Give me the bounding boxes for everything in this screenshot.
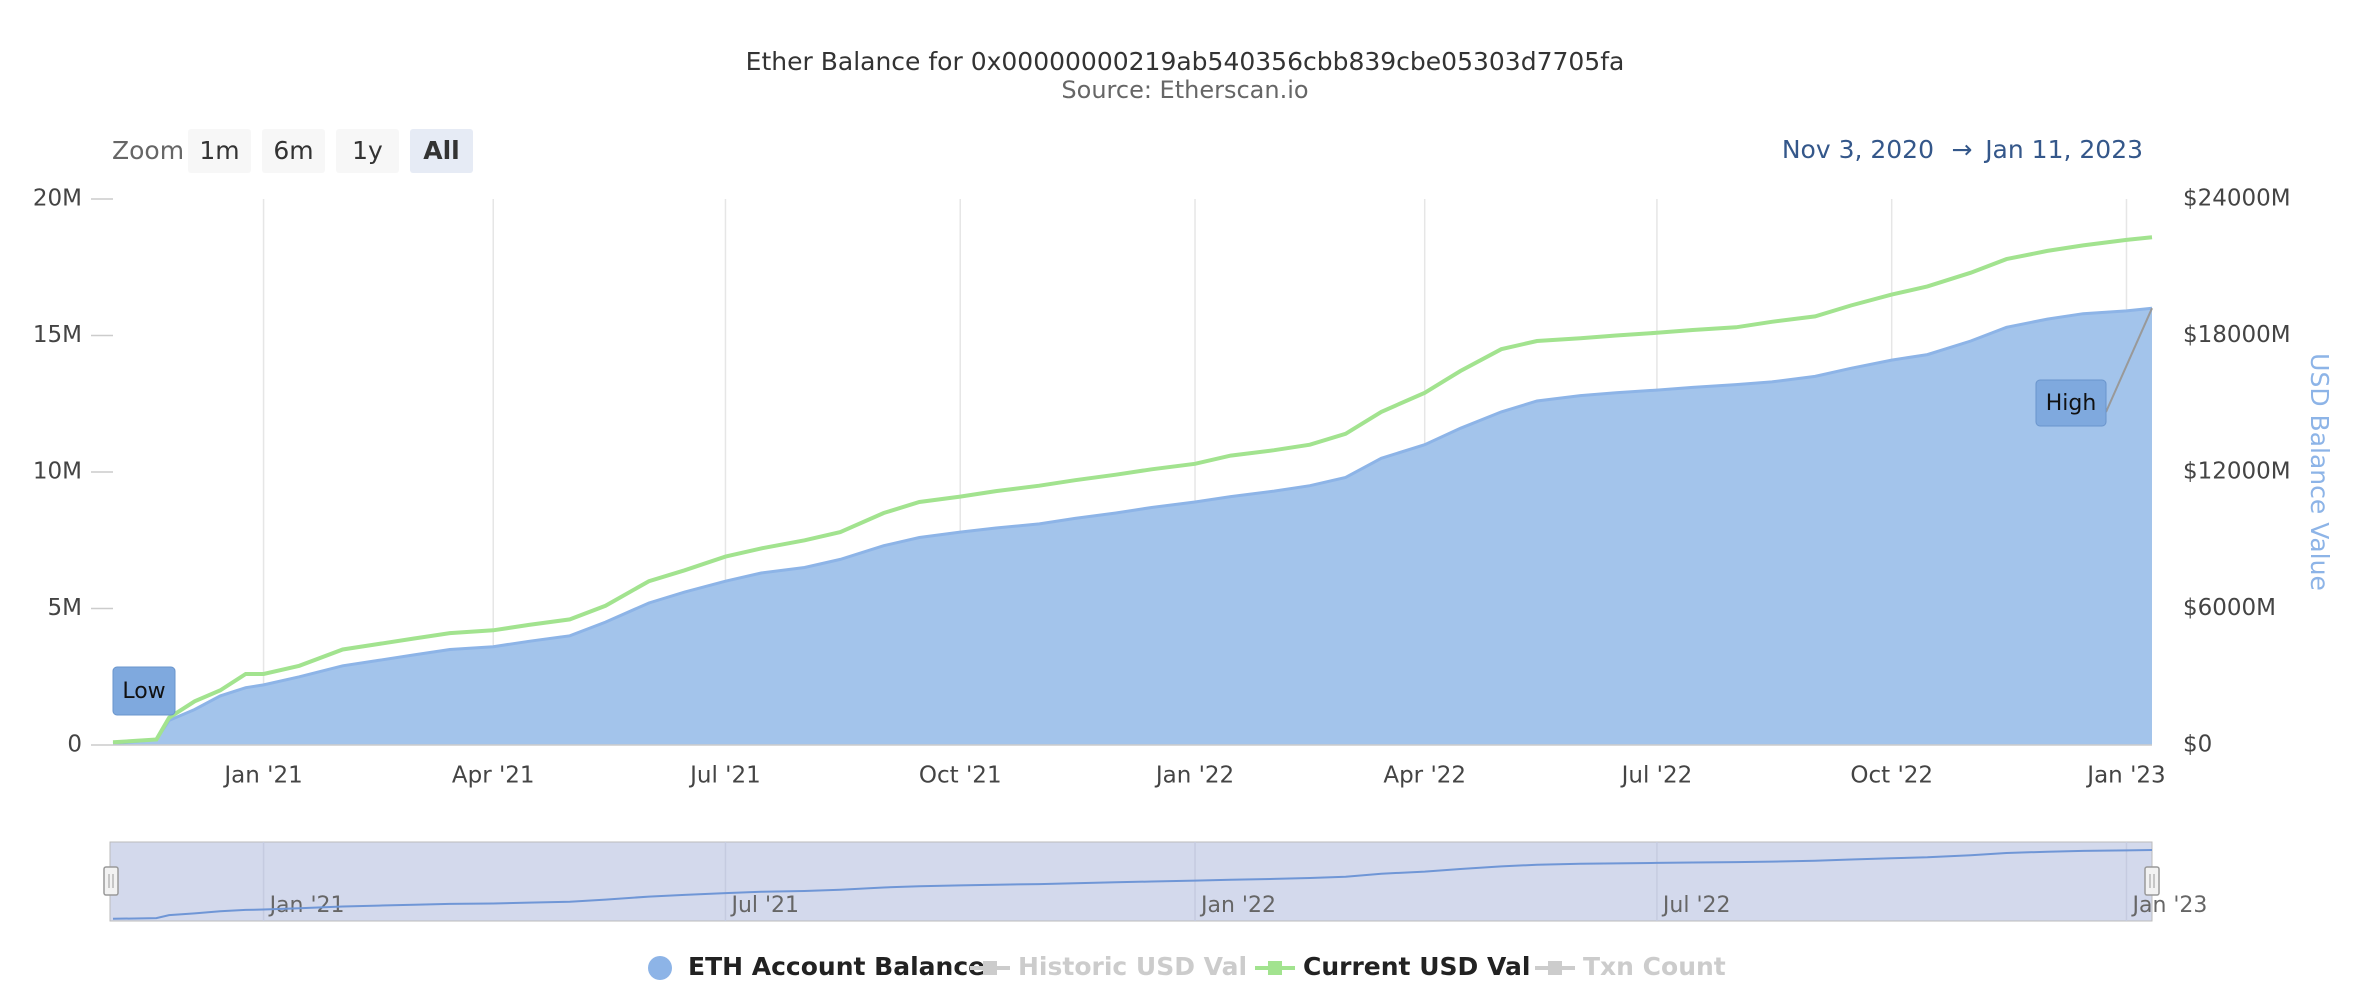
x-tick-label: Apr '21 (452, 763, 535, 789)
area-fill (113, 308, 2152, 745)
x-tick-label: Jul '22 (1620, 763, 1693, 789)
x-tick-label: Oct '21 (919, 763, 1002, 789)
chart-title: Ether Balance for 0x00000000219ab540356c… (746, 47, 1625, 76)
legend-label[interactable]: Current USD Val (1303, 952, 1530, 981)
navigator-tick-label: Jan '23 (2130, 893, 2207, 918)
legend-marker[interactable] (983, 961, 997, 975)
zoom-button-label[interactable]: All (423, 136, 460, 165)
annotation: High (2046, 391, 2097, 416)
y-tick-label: 10M (33, 459, 82, 485)
y-tick-label: 20M (33, 186, 82, 212)
range-to[interactable]: Jan 11, 2023 (1983, 135, 2143, 164)
zoom-label: Zoom (112, 136, 184, 165)
annotation-box (2035, 379, 2107, 427)
area-line (112, 306, 2153, 746)
y-tick-label: 5M (48, 595, 82, 621)
navigator-handle[interactable] (2144, 866, 2160, 896)
x-tick-label: Oct '22 (1850, 763, 1933, 789)
range-arrow: → (1952, 135, 1973, 164)
x-tick-label: Apr '22 (1383, 763, 1466, 789)
zoom-button[interactable] (410, 129, 473, 173)
annotation-connector (2105, 307, 2153, 413)
x-tick-label: Jan '21 (222, 763, 302, 789)
navigator-tick-label: Jan '21 (268, 893, 345, 918)
zoom-button-label[interactable]: 1m (199, 136, 239, 165)
legend-marker[interactable] (648, 956, 672, 980)
y-tick-label: 15M (33, 322, 82, 348)
y2-axis-title: USD Balance Value (2305, 353, 2334, 591)
navigator-tick-label: Jul '21 (729, 893, 799, 918)
y2-tick-label: $0 (2183, 732, 2212, 758)
x-tick-label: Jan '23 (2085, 763, 2165, 789)
x-tick-label: Jul '21 (688, 763, 761, 789)
navigator-tick-label: Jan '22 (1199, 893, 1276, 918)
zoom-button-label[interactable]: 1y (352, 136, 383, 165)
navigator-handle[interactable] (103, 866, 119, 896)
y2-tick-label: $18000M (2183, 322, 2291, 348)
y2-tick-label: $6000M (2183, 595, 2276, 621)
zoom-button[interactable] (262, 129, 325, 173)
y-tick-label: 0 (67, 732, 82, 758)
legend-marker[interactable] (1548, 961, 1562, 975)
zoom-button[interactable] (336, 129, 399, 173)
series-line (112, 235, 2153, 745)
x-tick-label: Jan '22 (1154, 763, 1234, 789)
range-from[interactable]: Nov 3, 2020 (1782, 135, 1934, 164)
legend-label[interactable]: Historic USD Val (1018, 952, 1247, 981)
legend-marker[interactable] (1268, 961, 1282, 975)
zoom-button-label[interactable]: 6m (273, 136, 313, 165)
y2-tick-label: $12000M (2183, 459, 2291, 485)
annotation: Low (122, 679, 165, 704)
annotation-box (112, 666, 176, 716)
chart-subtitle: Source: Etherscan.io (1061, 76, 1308, 104)
navigator-tick-label: Jul '22 (1661, 893, 1731, 918)
range-display: Nov 3, 2020 → Jan 11, 2023 (1782, 135, 2143, 164)
zoom-button[interactable] (188, 129, 251, 173)
legend-label[interactable]: ETH Account Balance (688, 952, 985, 981)
navigator-line (112, 849, 2153, 920)
legend-label[interactable]: Txn Count (1583, 952, 1726, 981)
y2-tick-label: $24000M (2183, 186, 2291, 212)
